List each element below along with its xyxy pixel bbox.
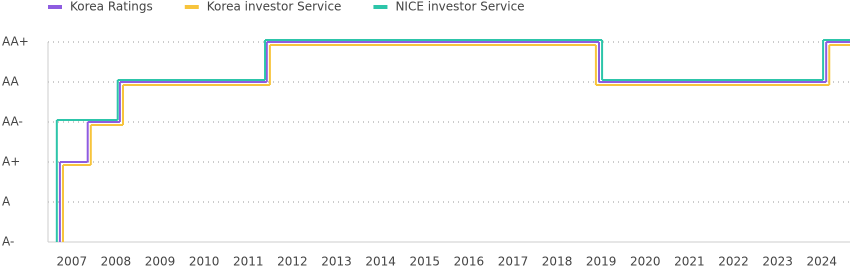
x-tick-label: 2022 bbox=[718, 255, 749, 268]
y-tick-label: A bbox=[2, 195, 11, 209]
y-tick-label: AA+ bbox=[2, 35, 29, 49]
x-tick-label: 2018 bbox=[542, 255, 573, 268]
y-tick-label: AA- bbox=[2, 115, 23, 129]
x-tick-label: 2007 bbox=[57, 255, 88, 268]
x-tick-label: 2011 bbox=[233, 255, 264, 268]
legend-swatch bbox=[48, 5, 62, 9]
x-tick-label: 2020 bbox=[630, 255, 661, 268]
y-tick-label: A+ bbox=[2, 155, 20, 169]
legend-label: NICE investor Service bbox=[395, 0, 524, 14]
x-tick-label: 2014 bbox=[365, 255, 396, 268]
legend-swatch bbox=[373, 5, 388, 9]
x-tick-label: 2015 bbox=[409, 255, 440, 268]
x-tick-label: 2010 bbox=[189, 255, 220, 268]
x-tick-label: 2017 bbox=[498, 255, 529, 268]
x-tick-label: 2009 bbox=[145, 255, 176, 268]
x-tick-label: 2016 bbox=[454, 255, 485, 268]
x-tick-label: 2008 bbox=[101, 255, 132, 268]
y-tick-label: A- bbox=[2, 235, 14, 249]
x-tick-label: 2024 bbox=[806, 255, 837, 268]
y-tick-label: AA bbox=[2, 75, 20, 89]
legend-swatch bbox=[184, 5, 199, 9]
legend-label: Korea investor Service bbox=[207, 0, 342, 14]
x-tick-label: 2012 bbox=[277, 255, 308, 268]
x-tick-label: 2019 bbox=[586, 255, 617, 268]
legend-label: Korea Ratings bbox=[70, 0, 153, 14]
x-tick-label: 2013 bbox=[321, 255, 352, 268]
x-tick-label: 2023 bbox=[762, 255, 793, 268]
x-tick-label: 2021 bbox=[674, 255, 705, 268]
